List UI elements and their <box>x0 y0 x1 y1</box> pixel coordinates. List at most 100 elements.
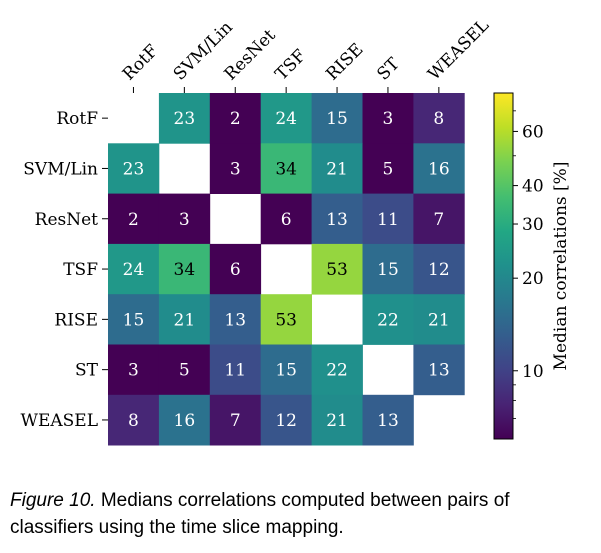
cell-rotf-resnet <box>209 93 262 144</box>
cell-svm-lin-rise <box>311 143 363 194</box>
cell-resnet-tsf <box>260 193 312 245</box>
cell-value: 5 <box>383 159 394 179</box>
cell-tsf-st <box>362 243 414 295</box>
colorbar-tick-label: 10 <box>522 362 544 382</box>
colorbar-tick-label: 40 <box>522 177 544 197</box>
cell-rise-st <box>362 294 414 345</box>
cell-value: 21 <box>428 310 450 330</box>
cell-value: 6 <box>230 260 241 280</box>
cell-value: 8 <box>433 109 444 129</box>
cell-value: 3 <box>230 159 241 179</box>
cell-value: 15 <box>275 361 297 381</box>
cell-value: 16 <box>428 159 450 179</box>
cell-value: 34 <box>174 260 196 280</box>
cell-weasel-svm-lin <box>158 394 211 446</box>
cell-rotf-weasel <box>413 93 465 144</box>
caption-label: Figure 10. <box>10 490 96 511</box>
cell-value: 2 <box>230 109 241 129</box>
col-label-rotf: RotF <box>119 41 163 85</box>
cell-value: 34 <box>275 159 297 179</box>
row-label-tsf: TSF <box>63 260 98 280</box>
row-label-resnet: ResNet <box>35 210 99 230</box>
heatmap-figure: 23 2 24 15 3 8 23 3 34 21 5 16 2 3 6 13 11 7 24 34 6 53 15 12 15… <box>20 16 571 446</box>
cell-value: 3 <box>128 361 139 381</box>
cell-rotf-tsf <box>260 93 312 144</box>
cell-rotf-svm-lin <box>158 93 211 144</box>
cell-value: 13 <box>224 310 246 330</box>
row-label-rotf: RotF <box>56 109 98 129</box>
cell-value: 24 <box>275 109 297 129</box>
cell-value: 12 <box>428 260 450 280</box>
cell-value: 24 <box>123 260 145 280</box>
cell-value: 12 <box>275 411 297 431</box>
cell-st-rotf <box>108 344 160 396</box>
cell-value: 22 <box>326 361 348 381</box>
cell-st-rise <box>311 344 363 396</box>
cell-st-svm-lin <box>158 344 211 396</box>
figure-caption: Figure 10. Medians correlations computed… <box>10 487 595 541</box>
cell-value: 8 <box>128 411 139 431</box>
cell-value: 7 <box>433 210 444 230</box>
cell-weasel-rotf <box>108 394 160 446</box>
row-label-weasel: WEASEL <box>20 411 98 431</box>
col-label-rise: RISE <box>322 40 367 85</box>
col-label-st: ST <box>373 54 404 85</box>
cell-value: 21 <box>174 310 196 330</box>
cell-value: 6 <box>281 210 292 230</box>
row-label-st: ST <box>75 361 99 381</box>
cell-weasel-resnet <box>209 394 262 446</box>
cell-resnet-weasel <box>413 193 465 245</box>
cell-tsf-svm-lin <box>158 243 211 295</box>
cell-value: 11 <box>377 210 399 230</box>
cell-rise-resnet <box>209 294 262 345</box>
cell-value: 23 <box>174 109 196 129</box>
cell-value: 7 <box>230 411 241 431</box>
cell-svm-lin-rotf <box>108 143 160 194</box>
cell-value: 16 <box>174 411 196 431</box>
col-label-weasel: WEASEL <box>424 16 493 85</box>
cell-svm-lin-weasel <box>413 143 465 194</box>
colorbar <box>493 92 514 440</box>
colorbar-label: Median correlations [%] <box>551 162 571 371</box>
cell-svm-lin-st <box>362 143 414 194</box>
cell-tsf-rotf <box>108 243 160 295</box>
cell-value: 11 <box>224 361 246 381</box>
cell-rise-weasel <box>413 294 465 345</box>
cell-value: 21 <box>326 411 348 431</box>
cell-value: 13 <box>377 411 399 431</box>
cell-weasel-rise <box>311 394 363 446</box>
cell-tsf-resnet <box>209 243 262 295</box>
cell-value: 21 <box>326 159 348 179</box>
cell-value: 3 <box>179 210 190 230</box>
cell-value: 23 <box>123 159 145 179</box>
cell-resnet-svm-lin <box>158 193 211 245</box>
cell-value: 2 <box>128 210 139 230</box>
cell-value: 13 <box>326 210 348 230</box>
cell-resnet-rise <box>311 193 363 245</box>
cell-st-weasel <box>413 344 465 396</box>
cell-weasel-tsf <box>260 394 312 446</box>
caption-text: Medians correlations computed between pa… <box>10 490 510 538</box>
row-label-svm-lin: SVM/Lin <box>23 159 98 179</box>
cell-resnet-st <box>362 193 414 245</box>
cell-weasel-st <box>362 394 414 446</box>
cell-value: 15 <box>377 260 399 280</box>
col-label-tsf: TSF <box>272 46 311 85</box>
cell-rise-tsf <box>260 294 312 345</box>
cell-value: 15 <box>326 109 348 129</box>
cell-value: 13 <box>428 361 450 381</box>
cell-st-resnet <box>209 344 262 396</box>
cell-value: 53 <box>326 260 348 280</box>
cell-rise-svm-lin <box>158 294 211 345</box>
colorbar-tick-label: 30 <box>522 215 544 235</box>
cell-rise-rotf <box>108 294 160 345</box>
cell-rotf-rise <box>311 93 363 144</box>
colorbar-tick-label: 60 <box>522 122 544 142</box>
cell-svm-lin-tsf <box>260 143 312 194</box>
cell-value: 3 <box>383 109 394 129</box>
cell-st-tsf <box>260 344 312 396</box>
row-label-rise: RISE <box>54 310 98 330</box>
cell-tsf-weasel <box>413 243 465 295</box>
cell-value: 5 <box>179 361 190 381</box>
cell-value: 53 <box>275 310 297 330</box>
